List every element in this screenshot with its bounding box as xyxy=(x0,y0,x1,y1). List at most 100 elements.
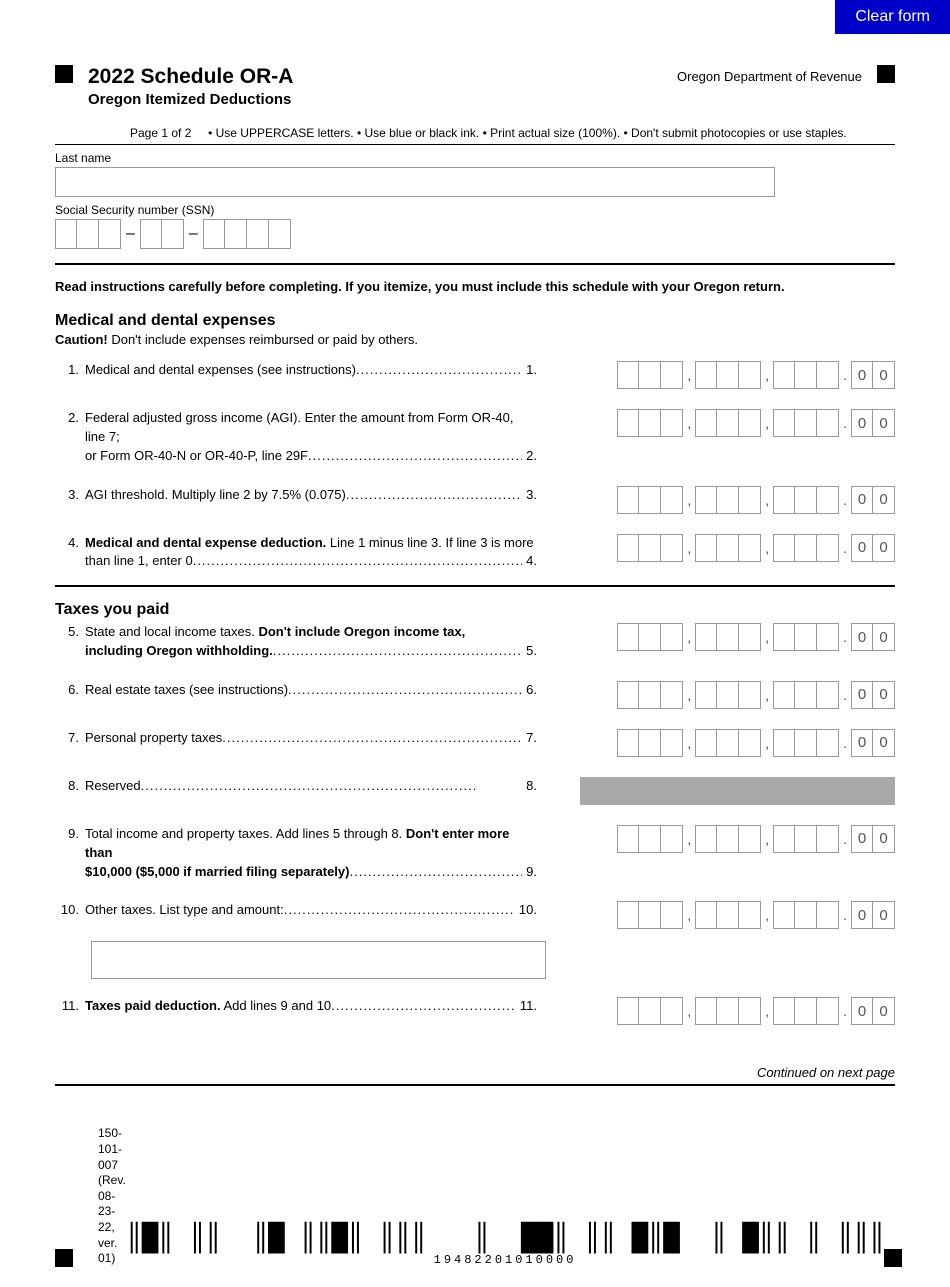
department-label: Oregon Department of Revenue xyxy=(677,69,862,84)
line-3: 3. AGI threshold. Multiply line 2 by 7.5… xyxy=(55,486,895,514)
line-5: 5. State and local income taxes. Don't i… xyxy=(55,623,895,661)
line-number: 9. xyxy=(55,825,85,841)
instructions-bar: Page 1 of 2 • Use UPPERCASE letters. • U… xyxy=(55,126,895,145)
reserved-block xyxy=(580,777,895,805)
ssn-label: Social Security number (SSN) xyxy=(55,203,895,217)
line-text-bold: including Oregon withholding. xyxy=(85,642,273,661)
line-number: 11. xyxy=(55,997,85,1013)
page-indicator: Page 1 of 2 xyxy=(130,126,191,140)
line-text-bold: Taxes paid deduction. xyxy=(85,998,221,1013)
corner-marker-tr xyxy=(877,65,895,83)
line-number: 6. xyxy=(55,681,85,697)
form-title: 2022 Schedule OR-A xyxy=(88,65,677,89)
corner-marker-tl xyxy=(55,65,73,83)
leader-dots: ........................................… xyxy=(356,361,522,380)
line-number: 5. xyxy=(55,623,85,639)
line-9: 9. Total income and property taxes. Add … xyxy=(55,825,895,882)
line-number: 3. xyxy=(55,486,85,502)
barcode-number: 19482201010000 xyxy=(126,1253,885,1267)
leader-dots: ........................................… xyxy=(308,447,522,466)
amount-input[interactable]: , , . 00 xyxy=(617,361,895,389)
line-text: or Form OR-40-N or OR-40-P, line 29F xyxy=(85,447,308,466)
amount-input[interactable]: , , . 00 xyxy=(617,623,895,651)
line-end-num: 2. xyxy=(522,447,537,466)
line-end-num: 11. xyxy=(516,997,537,1016)
amount-input[interactable]: , , . 00 xyxy=(617,486,895,514)
leader-dots: ........................................… xyxy=(331,997,516,1016)
continued-label: Continued on next page xyxy=(55,1065,895,1086)
line-8: 8. Reserved ............................… xyxy=(55,777,895,805)
ssn-cell[interactable] xyxy=(140,219,162,249)
amount-input[interactable]: , , . 00 xyxy=(617,729,895,757)
line-1: 1. Medical and dental expenses (see inst… xyxy=(55,361,895,389)
leader-dots: ........................................… xyxy=(346,486,522,505)
ssn-cell[interactable] xyxy=(99,219,121,249)
leader-dots: ........................................… xyxy=(193,552,522,571)
line-text: Total income and property taxes. Add lin… xyxy=(85,826,406,841)
ssn-cell[interactable] xyxy=(269,219,291,249)
line-end-num: 6. xyxy=(522,681,537,700)
line-text-bold: Medical and dental expense deduction. xyxy=(85,535,326,550)
amount-input[interactable]: , , . 00 xyxy=(617,825,895,853)
line-end-num: 7. xyxy=(522,729,537,748)
line-number: 8. xyxy=(55,777,85,793)
amount-input[interactable]: , , . 00 xyxy=(617,997,895,1025)
amount-input[interactable]: , , . 00 xyxy=(617,534,895,562)
ssn-cell[interactable] xyxy=(55,219,77,249)
last-name-input[interactable] xyxy=(55,167,775,197)
ssn-cell[interactable] xyxy=(77,219,99,249)
caution-label: Caution! xyxy=(55,332,108,347)
line-end-num: 8. xyxy=(522,777,537,796)
ssn-cell[interactable] xyxy=(203,219,225,249)
leader-dots: ........................................… xyxy=(141,777,523,796)
print-instructions: • Use UPPERCASE letters. • Use blue or b… xyxy=(208,126,847,140)
line-end-num: 5. xyxy=(522,642,537,661)
leader-dots: ........................................… xyxy=(288,681,522,700)
ssn-cell[interactable] xyxy=(225,219,247,249)
line-4: 4. Medical and dental expense deduction.… xyxy=(55,534,895,572)
dash: – xyxy=(126,225,135,243)
section-taxes-title: Taxes you paid xyxy=(55,601,895,619)
leader-dots: ........................................… xyxy=(222,729,522,748)
line-6: 6. Real estate taxes (see instructions) … xyxy=(55,681,895,709)
line-text: Medical and dental expenses (see instruc… xyxy=(85,361,356,380)
form-revision: (Rev. 08-23-22, ver. 01) xyxy=(98,1173,126,1267)
line-text: than line 1, enter 0 xyxy=(85,552,193,571)
amount-input[interactable]: , , . 00 xyxy=(617,409,895,437)
form-page: 2022 Schedule OR-A Oregon Itemized Deduc… xyxy=(0,0,950,1287)
line-text: Line 1 minus line 3. If line 3 is more xyxy=(326,535,533,550)
ssn-input-group: – – xyxy=(55,219,895,249)
section-medical-title: Medical and dental expenses xyxy=(55,312,895,330)
line-text: AGI threshold. Multiply line 2 by 7.5% (… xyxy=(85,486,346,505)
caution-line: Caution! Don't include expenses reimburs… xyxy=(55,332,895,347)
corner-marker-br xyxy=(884,1249,902,1267)
line-text-bold: Don't include Oregon income tax, xyxy=(258,624,465,639)
line-number: 1. xyxy=(55,361,85,377)
leader-dots: ........................................… xyxy=(349,863,522,882)
line-text: Reserved xyxy=(85,777,141,796)
line-text-bold: $10,000 ($5,000 if married filing separa… xyxy=(85,863,349,882)
line-text: Federal adjusted gross income (AGI). Ent… xyxy=(85,409,537,447)
barcode-icon: ║█║ ║║ ║█ ║║█║ ║║║ ║ ██║ ║║ █║█ ║ █║║ ║ … xyxy=(126,1229,885,1249)
line-end-num: 4. xyxy=(522,552,537,571)
caution-text: Don't include expenses reimbursed or pai… xyxy=(108,332,418,347)
line-end-num: 10. xyxy=(515,901,537,920)
line-2: 2. Federal adjusted gross income (AGI). … xyxy=(55,409,895,466)
ssn-cell[interactable] xyxy=(162,219,184,249)
line-end-num: 3. xyxy=(522,486,537,505)
line-text: Real estate taxes (see instructions) xyxy=(85,681,288,700)
ssn-cell[interactable] xyxy=(247,219,269,249)
header: 2022 Schedule OR-A Oregon Itemized Deduc… xyxy=(55,65,895,108)
barcode: ║█║ ║║ ║█ ║║█║ ║║║ ║ ██║ ║║ █║█ ║ █║║ ║ … xyxy=(126,1229,885,1267)
other-taxes-input[interactable] xyxy=(91,941,546,979)
line-text: Other taxes. List type and amount: xyxy=(85,901,284,920)
line-number: 7. xyxy=(55,729,85,745)
amount-input[interactable]: , , . 00 xyxy=(617,901,895,929)
line-text: State and local income taxes. xyxy=(85,624,258,639)
line-number: 2. xyxy=(55,409,85,425)
main-instruction: Read instructions carefully before compl… xyxy=(55,279,895,294)
form-number: 150-101-007 xyxy=(98,1126,126,1173)
corner-marker-bl xyxy=(55,1249,73,1267)
divider xyxy=(55,263,895,265)
amount-input[interactable]: , , . 00 xyxy=(617,681,895,709)
